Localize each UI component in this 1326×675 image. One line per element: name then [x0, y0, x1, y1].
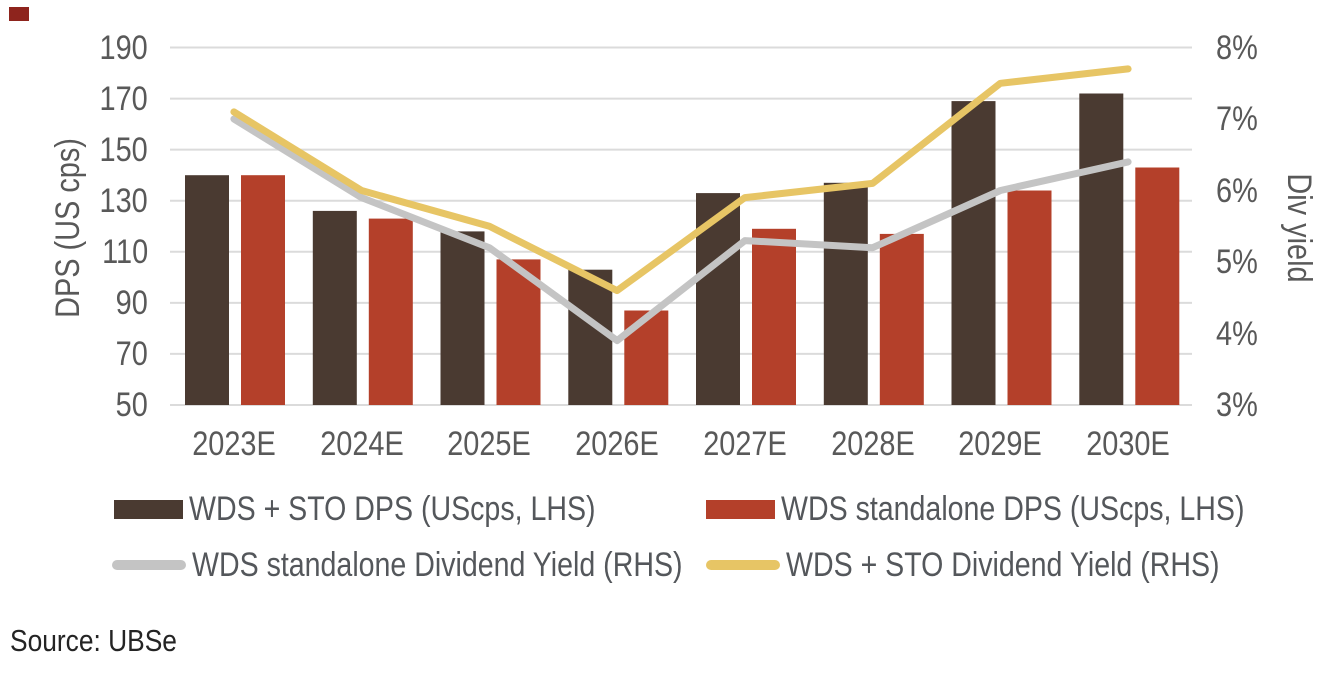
x-axis-label: 2025E: [447, 425, 531, 463]
x-axis-label: 2024E: [320, 425, 404, 463]
bar-dark-2029E: [951, 101, 996, 405]
bar-dark-2023E: [185, 175, 229, 405]
left-axis-tick: 190: [99, 29, 148, 67]
left-axis-tick: 130: [99, 182, 148, 220]
right-axis-tick: 7%: [1216, 100, 1258, 138]
x-axis-label: 2026E: [575, 425, 659, 463]
x-axis-labels: 2023E 2024E 2025E 2026E 2027E 2028E 2029E 2030E: [0, 427, 1326, 469]
right-axis-tick: 4%: [1216, 315, 1258, 353]
legend-label: WDS + STO DPS (UScps, LHS): [189, 490, 596, 528]
x-axis-label: 2027E: [703, 425, 787, 463]
right-axis-title: Div yield: [1280, 173, 1318, 283]
line-series: [230, 65, 1132, 345]
bar-dark-2025E: [440, 231, 485, 405]
right-axis-tick: 3%: [1216, 386, 1258, 424]
left-axis-tick: 70: [115, 335, 148, 373]
legend-swatch-yellow-line: [706, 560, 780, 570]
bar-red-2030E: [1135, 167, 1180, 405]
right-axis-tick: 6%: [1216, 172, 1258, 210]
right-axis-tick: 8%: [1216, 29, 1258, 67]
legend-item-wds-standalone-yield: WDS standalone Dividend Yield (RHS): [112, 548, 776, 582]
legend-swatch-dark-bar: [114, 499, 183, 519]
x-axis-label: 2028E: [831, 425, 915, 463]
yield-line: [230, 65, 1132, 295]
legend-label: WDS standalone DPS (UScps, LHS): [781, 490, 1245, 528]
legend-item-wds-standalone-dps: WDS standalone DPS (UScps, LHS): [706, 492, 1326, 526]
bar-series: [185, 93, 1180, 405]
legend-label: WDS standalone Dividend Yield (RHS): [192, 546, 683, 584]
x-axis-label: 2030E: [1086, 425, 1170, 463]
bar-dark-2024E: [312, 210, 357, 405]
left-axis-tick: 50: [115, 386, 148, 424]
bar-red-2026E: [624, 310, 669, 405]
left-axis-tick: 150: [99, 131, 148, 169]
bar-red-2029E: [1007, 190, 1052, 405]
bar-red-2027E: [752, 228, 796, 405]
bar-red-2024E: [368, 218, 413, 405]
left-axis-title: DPS (US cps): [49, 138, 87, 318]
legend-swatch-red-bar: [706, 499, 775, 519]
source-note: Source: UBSe: [10, 623, 177, 658]
legend-item-wds-sto-dps: WDS + STO DPS (UScps, LHS): [114, 492, 673, 526]
right-axis-ticks: 8% 7% 6% 5% 4% 3%: [1216, 0, 1306, 470]
x-axis-label: 2029E: [958, 425, 1042, 463]
corner-red-mark: [9, 7, 29, 21]
x-axis-label: 2023E: [192, 425, 276, 463]
bar-red-2028E: [879, 233, 924, 405]
left-axis-ticks: 190 170 150 130 110 90 70 50: [0, 0, 148, 470]
left-axis-tick: 110: [101, 233, 148, 271]
yield-line: [230, 115, 1132, 345]
right-axis-tick: 5%: [1216, 243, 1258, 281]
bar-dark-2030E: [1079, 93, 1124, 405]
bar-dark-2028E: [823, 182, 868, 405]
legend-label: WDS + STO Dividend Yield (RHS): [786, 546, 1220, 584]
bar-red-2023E: [241, 175, 285, 405]
bar-dark-2026E: [568, 269, 613, 405]
left-axis-tick: 90: [115, 284, 148, 322]
legend-swatch-gray-line: [112, 560, 186, 570]
legend-item-wds-sto-yield: WDS + STO Dividend Yield (RHS): [706, 548, 1302, 582]
left-axis-tick: 170: [99, 80, 148, 118]
